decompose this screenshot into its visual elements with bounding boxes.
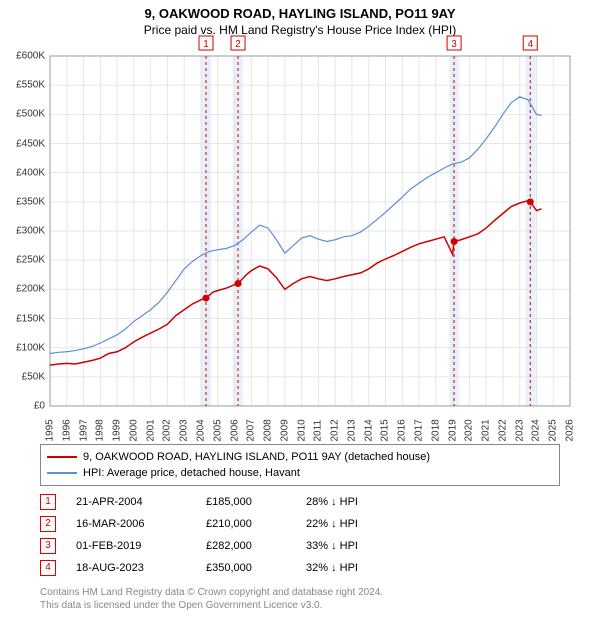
x-tick-label: 2019 (447, 419, 458, 441)
y-tick-label: £200K (0, 284, 45, 295)
y-tick-label: £400K (0, 167, 45, 178)
row-pct: 28% ↓ HPI (306, 496, 426, 508)
table-row: 1 21-APR-2004 £185,000 28% ↓ HPI (40, 491, 560, 513)
x-tick-label: 2008 (263, 419, 274, 441)
row-price: £210,000 (206, 518, 306, 530)
legend-label: HPI: Average price, detached house, Hava… (83, 467, 300, 479)
row-price: £350,000 (206, 562, 306, 574)
x-tick-label: 2022 (497, 419, 508, 441)
legend-swatch (47, 472, 77, 474)
x-tick-label: 2018 (430, 419, 441, 441)
y-tick-label: £150K (0, 313, 45, 324)
table-row: 2 16-MAR-2006 £210,000 22% ↓ HPI (40, 513, 560, 535)
y-tick-label: £50K (0, 371, 45, 382)
svg-text:3: 3 (451, 39, 457, 50)
x-tick-label: 2010 (296, 419, 307, 441)
x-tick-label: 2023 (514, 419, 525, 441)
y-tick-label: £350K (0, 196, 45, 207)
x-tick-label: 2020 (464, 419, 475, 441)
x-tick-label: 2011 (313, 420, 324, 442)
row-price: £185,000 (206, 496, 306, 508)
y-tick-label: £450K (0, 138, 45, 149)
y-tick-label: £500K (0, 109, 45, 120)
table-row: 4 18-AUG-2023 £350,000 32% ↓ HPI (40, 557, 560, 579)
transactions-table: 1 21-APR-2004 £185,000 28% ↓ HPI 2 16-MA… (40, 491, 560, 579)
x-tick-label: 2004 (195, 419, 206, 441)
x-tick-label: 2021 (481, 419, 492, 441)
x-tick-label: 1995 (45, 419, 56, 441)
x-tick-label: 1999 (112, 419, 123, 441)
x-tick-label: 2012 (330, 419, 341, 441)
row-date: 16-MAR-2006 (76, 518, 206, 530)
x-tick-label: 2002 (162, 419, 173, 441)
row-marker: 4 (40, 560, 56, 576)
x-tick-label: 2015 (380, 419, 391, 441)
row-pct: 32% ↓ HPI (306, 562, 426, 574)
x-tick-label: 2014 (363, 419, 374, 441)
x-tick-label: 2026 (565, 419, 576, 441)
row-date: 18-AUG-2023 (76, 562, 206, 574)
page-title: 9, OAKWOOD ROAD, HAYLING ISLAND, PO11 9A… (0, 6, 600, 21)
legend-swatch (47, 456, 77, 458)
row-date: 01-FEB-2019 (76, 540, 206, 552)
x-tick-label: 2013 (346, 419, 357, 441)
row-marker: 1 (40, 494, 56, 510)
row-pct: 22% ↓ HPI (306, 518, 426, 530)
svg-text:1: 1 (203, 39, 209, 50)
x-tick-label: 1996 (61, 419, 72, 441)
legend-item: 9, OAKWOOD ROAD, HAYLING ISLAND, PO11 9A… (47, 449, 553, 465)
chart-svg: 1234 (50, 56, 570, 436)
y-tick-label: £100K (0, 342, 45, 353)
x-tick-label: 2007 (246, 419, 257, 441)
x-tick-label: 2001 (145, 419, 156, 441)
legend: 9, OAKWOOD ROAD, HAYLING ISLAND, PO11 9A… (40, 444, 560, 486)
y-tick-label: £300K (0, 226, 45, 237)
svg-text:2: 2 (235, 39, 241, 50)
chart-area: 1234 (50, 56, 570, 406)
footer: Contains HM Land Registry data © Crown c… (40, 586, 383, 612)
x-tick-label: 2009 (279, 419, 290, 441)
row-pct: 33% ↓ HPI (306, 540, 426, 552)
x-tick-label: 2005 (212, 419, 223, 441)
chart-container: 9, OAKWOOD ROAD, HAYLING ISLAND, PO11 9A… (0, 6, 600, 626)
page-subtitle: Price paid vs. HM Land Registry's House … (0, 23, 600, 37)
row-marker: 3 (40, 538, 56, 554)
x-tick-label: 2000 (128, 419, 139, 441)
row-marker: 2 (40, 516, 56, 532)
footer-line: This data is licensed under the Open Gov… (40, 599, 383, 612)
legend-item: HPI: Average price, detached house, Hava… (47, 465, 553, 481)
x-tick-label: 2003 (179, 419, 190, 441)
y-tick-label: £550K (0, 80, 45, 91)
footer-line: Contains HM Land Registry data © Crown c… (40, 586, 383, 599)
y-tick-label: £0 (0, 401, 45, 412)
row-price: £282,000 (206, 540, 306, 552)
table-row: 3 01-FEB-2019 £282,000 33% ↓ HPI (40, 535, 560, 557)
x-tick-label: 2024 (531, 419, 542, 441)
x-tick-label: 1998 (95, 419, 106, 441)
y-tick-label: £600K (0, 51, 45, 62)
legend-label: 9, OAKWOOD ROAD, HAYLING ISLAND, PO11 9A… (83, 451, 430, 463)
x-tick-label: 2006 (229, 419, 240, 441)
svg-text:4: 4 (527, 39, 533, 50)
x-tick-label: 2016 (397, 419, 408, 441)
row-date: 21-APR-2004 (76, 496, 206, 508)
x-tick-label: 1997 (78, 419, 89, 441)
x-tick-label: 2025 (548, 419, 559, 441)
y-tick-label: £250K (0, 255, 45, 266)
x-tick-label: 2017 (414, 419, 425, 441)
